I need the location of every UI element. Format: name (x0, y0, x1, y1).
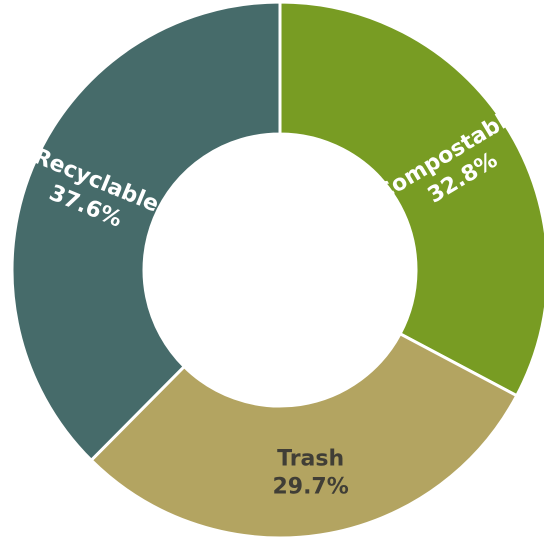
slice-recyclable (10, 0, 282, 463)
slice-compostable (278, 0, 544, 398)
slice-value-trash: 29.7% (272, 475, 348, 500)
slice-label-trash: Trash (277, 447, 344, 472)
slice-trash (89, 331, 519, 540)
label-trash: Trash 29.7% (272, 447, 348, 500)
